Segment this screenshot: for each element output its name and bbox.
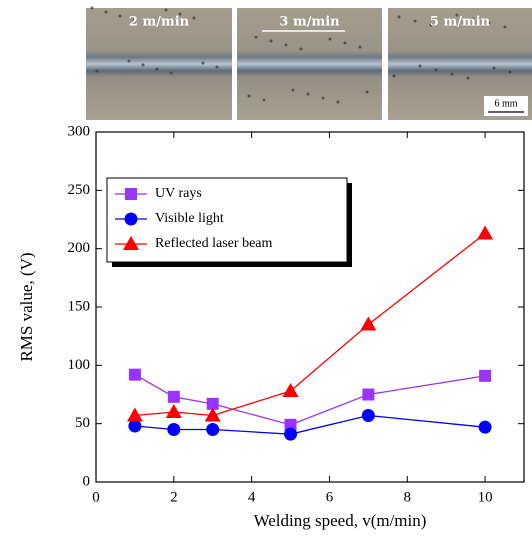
y-tick-label: 300 bbox=[68, 123, 91, 139]
speck bbox=[418, 64, 422, 68]
speck bbox=[291, 88, 295, 92]
photo-label: 2 m/min bbox=[129, 15, 190, 30]
x-tick-label: 0 bbox=[92, 489, 100, 505]
speck bbox=[306, 92, 310, 96]
speck bbox=[254, 35, 258, 39]
speck bbox=[343, 41, 347, 45]
x-axis-label: Welding speed, v(m/min) bbox=[254, 511, 427, 530]
marker bbox=[204, 407, 221, 422]
x-tick-label: 2 bbox=[170, 489, 178, 505]
legend-marker bbox=[124, 212, 138, 226]
chart: 0 50 100 150 200 250 300 0 2 4 6 8 10 Welding speed, … bbox=[17, 123, 525, 530]
scale-bar-label: 6 mm bbox=[494, 98, 517, 109]
marker bbox=[362, 388, 375, 401]
speck bbox=[141, 63, 145, 67]
speck bbox=[321, 96, 325, 100]
speck bbox=[118, 14, 122, 18]
speck bbox=[429, 23, 433, 27]
speck bbox=[413, 19, 417, 23]
speck bbox=[328, 37, 332, 41]
speck bbox=[503, 25, 507, 29]
speck bbox=[284, 43, 288, 47]
legend bbox=[106, 177, 348, 263]
marker bbox=[165, 404, 182, 418]
speck bbox=[269, 39, 273, 43]
y-axis-label: RMS value, (V) bbox=[17, 252, 36, 361]
y-tick-label: 150 bbox=[68, 298, 91, 314]
weld-photo bbox=[237, 8, 382, 120]
marker bbox=[477, 225, 494, 240]
speck bbox=[104, 10, 108, 14]
legend-label: Visible light bbox=[155, 211, 224, 226]
y-tick-label: 50 bbox=[75, 415, 90, 431]
photos: 2 m/min 3 m/min 5 m/min 6 mm bbox=[86, 6, 532, 120]
speck bbox=[132, 18, 136, 22]
marker bbox=[126, 407, 143, 422]
x-tick-label: 6 bbox=[326, 489, 334, 505]
speck bbox=[262, 98, 266, 102]
y-tick-label: 200 bbox=[68, 240, 91, 256]
x-tick-label: 8 bbox=[404, 489, 412, 505]
speck bbox=[434, 68, 438, 72]
y-tick-label: 0 bbox=[83, 473, 91, 489]
speck bbox=[247, 94, 251, 98]
speck bbox=[397, 15, 401, 19]
speck bbox=[358, 45, 362, 49]
speck bbox=[455, 13, 459, 17]
speck bbox=[155, 67, 159, 71]
speck bbox=[487, 21, 491, 25]
marker bbox=[206, 423, 220, 436]
marker bbox=[128, 368, 141, 381]
marker bbox=[479, 369, 492, 382]
speck bbox=[508, 70, 512, 74]
speck bbox=[95, 69, 99, 73]
marker bbox=[167, 423, 181, 436]
speck bbox=[164, 8, 168, 12]
speck bbox=[169, 71, 173, 75]
marker bbox=[128, 419, 142, 433]
series-line bbox=[134, 374, 486, 426]
legend-label: Reflected laser beam bbox=[155, 236, 272, 251]
series-line bbox=[134, 232, 486, 417]
speck bbox=[365, 90, 369, 94]
speck bbox=[215, 65, 219, 69]
marker bbox=[284, 427, 298, 441]
legend-label: UV rays bbox=[155, 186, 202, 201]
speck bbox=[90, 6, 94, 10]
marker bbox=[167, 390, 180, 403]
marker bbox=[360, 316, 377, 331]
photo-label: 3 m/min bbox=[279, 15, 340, 30]
x-tick-label: 4 bbox=[248, 489, 256, 505]
speck bbox=[392, 74, 396, 78]
legend-marker bbox=[125, 188, 137, 200]
marker bbox=[282, 383, 299, 397]
y-tick-label: 250 bbox=[68, 182, 91, 198]
scale-box bbox=[484, 96, 528, 116]
speck bbox=[201, 61, 205, 65]
speck bbox=[336, 100, 340, 104]
speck bbox=[471, 17, 475, 21]
photo-label: 5 m/min bbox=[430, 15, 491, 30]
y-tick-label: 100 bbox=[68, 357, 91, 373]
speck bbox=[178, 12, 182, 16]
weld-photo bbox=[86, 8, 232, 120]
marker bbox=[478, 420, 492, 434]
speck bbox=[299, 47, 303, 51]
marker bbox=[206, 397, 219, 410]
legend-marker bbox=[123, 236, 139, 250]
series-line bbox=[134, 414, 486, 435]
speck bbox=[466, 76, 470, 80]
speck bbox=[492, 66, 496, 70]
marker bbox=[284, 418, 297, 431]
x-tick-label: 10 bbox=[478, 489, 493, 505]
marker bbox=[361, 409, 375, 422]
speck bbox=[192, 16, 196, 20]
speck bbox=[127, 59, 131, 63]
speck bbox=[450, 72, 454, 76]
